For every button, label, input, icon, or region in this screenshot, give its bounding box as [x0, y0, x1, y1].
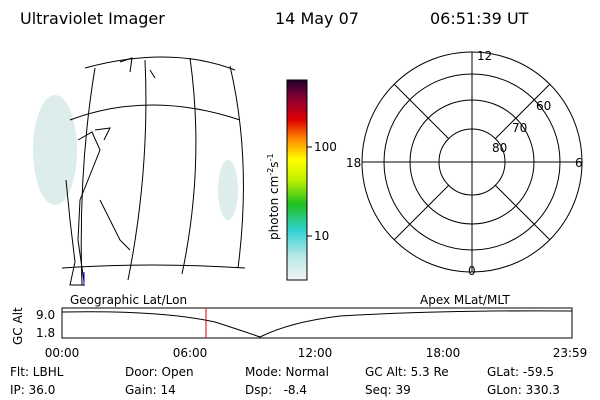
lat-label: 70 [512, 121, 527, 135]
info-field: Seq: 39 [365, 383, 411, 397]
time: 06:51:39 UT [430, 9, 529, 28]
info-field: Mode: Normal [245, 365, 329, 379]
x-tick: 06:00 [173, 346, 208, 360]
info-field: GLat: -59.5 [487, 365, 554, 379]
info-field: IP: 36.0 [10, 383, 55, 397]
polar-plot: 12 6 0 18 60 70 80 [346, 49, 583, 278]
x-tick: 23:59 [553, 346, 588, 360]
timeline: Geographic Lat/Lon Apex MLat/MLT GC Alt … [11, 293, 587, 360]
y-tick: 9.0 [36, 308, 55, 322]
mlt-label: 18 [346, 156, 361, 170]
info-field: Flt: LBHL [10, 365, 64, 379]
title: Ultraviolet Imager [20, 9, 165, 28]
mlt-label: 6 [575, 156, 583, 170]
colorbar: 100 10 photon cm-2s-1 [266, 79, 337, 281]
x-tick: 00:00 [45, 346, 80, 360]
info-field: Door: Open [125, 365, 194, 379]
info-field: Gain: 14 [125, 383, 176, 397]
info-panel: Flt: LBHL Door: Open Mode: Normal GC Alt: 5… [10, 365, 560, 397]
lat-label: 60 [536, 99, 551, 113]
info-field: GC Alt: 5.3 Re [365, 365, 449, 379]
info-field: Dsp: -8.4 [245, 383, 307, 397]
mlt-label: 0 [468, 264, 476, 278]
colorbar-tick: 10 [314, 229, 329, 243]
y-tick: 1.8 [36, 326, 55, 340]
date: 14 May 07 [275, 9, 359, 28]
mlt-label: 12 [477, 49, 492, 63]
timeline-label: Geographic Lat/Lon [70, 293, 187, 307]
timeline-label: Apex MLat/MLT [420, 293, 510, 307]
map [33, 56, 246, 286]
axis-label: GC Alt [11, 307, 25, 345]
x-tick: 12:00 [298, 346, 333, 360]
lat-label: 80 [492, 141, 507, 155]
x-tick: 18:00 [426, 346, 461, 360]
colorbar-label: photon cm-2s-1 [266, 153, 281, 240]
info-field: GLon: 330.3 [487, 383, 560, 397]
colorbar-tick: 100 [314, 140, 337, 154]
